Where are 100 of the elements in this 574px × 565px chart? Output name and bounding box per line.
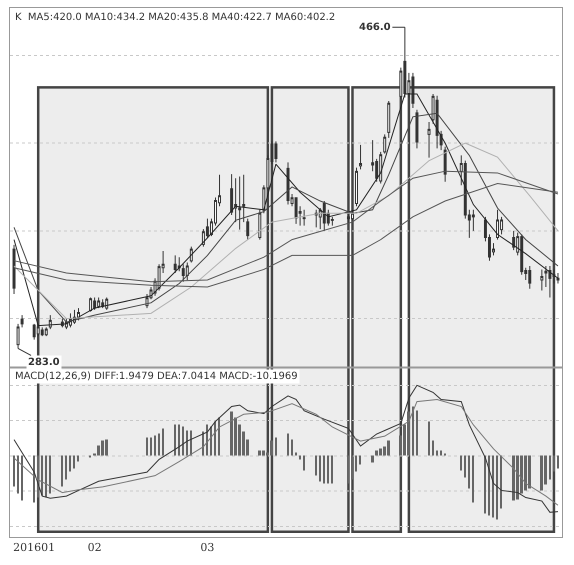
- bar: [33, 456, 35, 503]
- bar: [492, 456, 494, 518]
- bar: [472, 456, 474, 503]
- x-tick-label: 02: [88, 541, 102, 554]
- chart-title: K MA5:420.0 MA10:434.2 MA20:435.8 MA40:422.7 MA60:402.2: [15, 12, 336, 23]
- bar: [407, 412, 410, 456]
- bar: [17, 456, 19, 494]
- candlestick: [355, 167, 358, 207]
- bar: [295, 452, 297, 456]
- candlestick: [238, 176, 242, 230]
- candlestick: [359, 144, 362, 170]
- bar: [186, 430, 188, 456]
- bar: [258, 450, 261, 456]
- bar: [327, 456, 329, 484]
- bar: [496, 456, 498, 520]
- bar: [323, 456, 325, 484]
- bar: [41, 456, 43, 496]
- candlestick: [444, 146, 447, 182]
- bar: [45, 456, 47, 498]
- bar: [154, 436, 156, 456]
- bar: [528, 456, 531, 489]
- candlestick: [556, 272, 560, 284]
- candlestick: [174, 254, 177, 274]
- bar: [416, 410, 418, 456]
- candlestick: [242, 174, 246, 223]
- bar: [230, 412, 233, 456]
- bar: [440, 450, 442, 456]
- bar: [331, 456, 333, 484]
- bar: [218, 418, 220, 456]
- candlestick: [178, 256, 181, 272]
- chart-title: MACD(12,26,9) DIFF:1.9479 DEA:7.0414 MACD:-10.1969: [15, 371, 298, 382]
- bar: [150, 438, 152, 456]
- bar: [214, 422, 216, 456]
- bar: [182, 426, 184, 456]
- candlestick: [415, 109, 418, 149]
- candlestick: [93, 297, 96, 310]
- candlestick: [540, 268, 544, 292]
- bar: [21, 456, 23, 501]
- candlestick: [258, 209, 262, 240]
- bar: [371, 456, 374, 463]
- bar: [512, 456, 515, 501]
- candlestick: [186, 262, 189, 280]
- bar: [303, 456, 305, 471]
- candlestick: [182, 264, 185, 282]
- candlestick: [32, 323, 36, 340]
- candlestick: [274, 140, 278, 163]
- bar: [319, 456, 321, 482]
- bar: [387, 440, 390, 456]
- bar: [468, 456, 470, 489]
- bar: [105, 440, 108, 456]
- candlestick: [246, 218, 250, 240]
- bar: [49, 456, 51, 494]
- candlestick: [20, 314, 24, 328]
- candlestick: [101, 298, 104, 309]
- annotation: 283.0: [28, 357, 60, 368]
- candlestick: [346, 212, 350, 224]
- bar: [359, 456, 361, 465]
- candlestick: [379, 151, 382, 184]
- bar: [464, 456, 466, 478]
- bar: [315, 456, 317, 476]
- bar: [262, 450, 265, 456]
- bar: [524, 456, 527, 491]
- bar: [355, 456, 357, 472]
- bar: [351, 456, 353, 480]
- bar: [549, 456, 551, 480]
- candlestick: [105, 297, 108, 310]
- bar: [432, 440, 434, 456]
- bar: [516, 456, 519, 500]
- bar: [484, 456, 486, 514]
- bar: [146, 438, 148, 456]
- bar: [436, 450, 438, 456]
- candlestick: [528, 265, 532, 290]
- bar: [347, 456, 349, 484]
- candlestick: [190, 246, 193, 263]
- bar: [210, 426, 212, 456]
- candlestick: [548, 265, 552, 298]
- bar: [73, 456, 75, 469]
- candlestick: [411, 72, 414, 108]
- candlestick: [36, 323, 40, 337]
- bar: [61, 456, 63, 487]
- bar: [488, 456, 490, 516]
- bar: [428, 422, 430, 456]
- candlestick: [286, 162, 290, 206]
- annotation: 466.0: [359, 22, 391, 33]
- bar: [174, 424, 176, 456]
- bar: [540, 456, 543, 491]
- bar: [275, 438, 277, 456]
- bar: [178, 424, 180, 456]
- candlestick: [44, 326, 48, 337]
- bar: [65, 456, 67, 480]
- bar: [557, 456, 559, 469]
- candlestick: [294, 197, 298, 224]
- bar: [287, 434, 289, 456]
- bar: [412, 406, 414, 456]
- bar: [375, 450, 378, 456]
- bar: [379, 448, 382, 456]
- candlestick: [428, 122, 431, 158]
- bar: [13, 456, 15, 487]
- bar: [299, 456, 301, 460]
- bar: [101, 440, 104, 456]
